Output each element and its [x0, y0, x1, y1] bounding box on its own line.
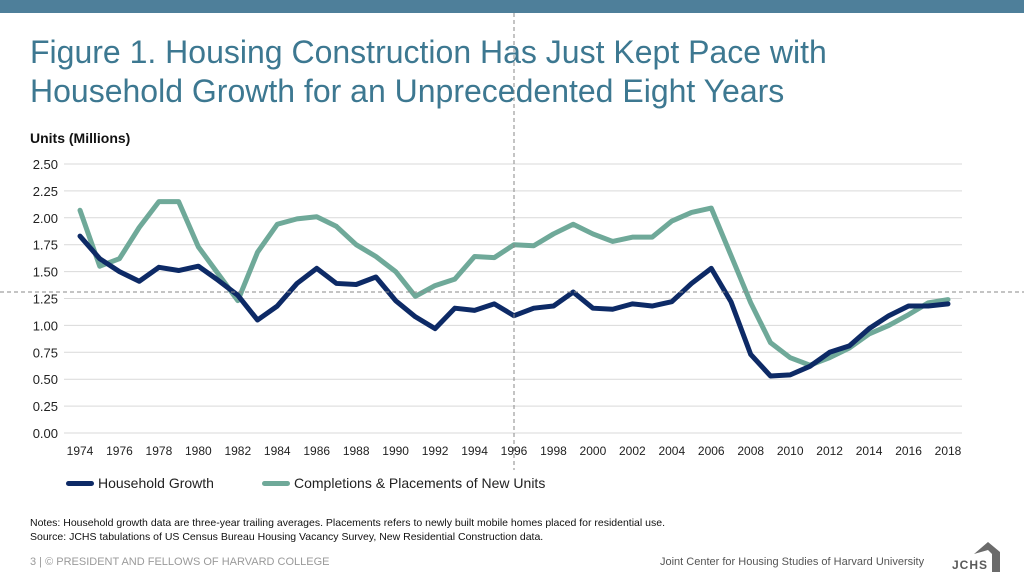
x-tick-label: 2012	[816, 444, 843, 458]
y-tick-label: 1.75	[33, 238, 58, 253]
x-tick-label: 1976	[106, 444, 133, 458]
x-tick-label: 1990	[382, 444, 409, 458]
y-tick-label: 0.25	[33, 399, 58, 414]
x-tick-label: 2018	[935, 444, 962, 458]
x-tick-label: 1992	[422, 444, 449, 458]
y-tick-label: 0.75	[33, 345, 58, 360]
top-accent-bar	[0, 0, 1024, 13]
x-tick-label: 1974	[67, 444, 94, 458]
x-tick-label: 1982	[224, 444, 251, 458]
x-tick-label: 1988	[343, 444, 370, 458]
chart-notes: Notes: Household growth data are three-y…	[30, 516, 665, 544]
footer-copyright: 3 | © PRESIDENT AND FELLOWS OF HARVARD C…	[30, 556, 330, 568]
x-tick-label: 2004	[658, 444, 685, 458]
y-tick-labels: 0.00 0.25 0.50 0.75 1.00 1.25 1.50 1.75 2.00 2.25…	[33, 157, 58, 441]
house-roof-icon	[974, 542, 1000, 572]
x-tick-labels: 1974 1976 1978 1980 1982 1984 1986 1988 1990 1992…	[67, 444, 962, 458]
y-tick-label: 1.25	[33, 292, 58, 307]
y-tick-label: 2.25	[33, 184, 58, 199]
x-tick-label: 1994	[461, 444, 488, 458]
footer-organization: Joint Center for Housing Studies of Harv…	[660, 556, 925, 568]
x-tick-label: 2014	[856, 444, 883, 458]
logo-text: JCHS	[952, 558, 989, 572]
line-chart: Units (Millions) 0.00 0.25 0.50 0.75 1.00 1.2…	[0, 13, 1024, 470]
legend-item-completions: Completions & Placements of New Units	[262, 475, 545, 491]
x-tick-label: 2016	[895, 444, 922, 458]
y-tick-label: 0.50	[33, 372, 58, 387]
figure-title: Figure 1. Housing Construction Has Just …	[30, 33, 990, 111]
jchs-logo: JCHS	[952, 540, 1002, 572]
notes-line: Notes: Household growth data are three-y…	[30, 517, 665, 529]
legend-swatch-completions	[262, 480, 290, 486]
figure-title-line-2: Household Growth for an Unprecedented Ei…	[30, 73, 785, 109]
y-axis-title: Units (Millions)	[30, 130, 130, 146]
series-line-household-growth	[77, 233, 951, 379]
x-tick-label: 1986	[303, 444, 330, 458]
x-tick-label: 2006	[698, 444, 725, 458]
x-tick-label: 2010	[777, 444, 804, 458]
legend-label-completions: Completions & Placements of New Units	[294, 475, 546, 491]
y-tick-label: 1.50	[33, 265, 58, 280]
x-tick-label: 1998	[540, 444, 567, 458]
legend-swatch-household-growth	[66, 480, 94, 486]
figure-title-line-1: Figure 1. Housing Construction Has Just …	[30, 34, 827, 70]
legend-label-household-growth: Household Growth	[98, 475, 214, 491]
x-tick-label: 2002	[619, 444, 646, 458]
x-tick-label: 2008	[737, 444, 764, 458]
y-tick-label: 0.00	[33, 426, 58, 441]
x-tick-label: 1980	[185, 444, 212, 458]
y-tick-label: 2.00	[33, 211, 58, 226]
y-tick-label: 1.00	[33, 318, 58, 333]
x-tick-label: 1984	[264, 444, 291, 458]
source-line: Source: JCHS tabulations of US Census Bu…	[30, 531, 544, 543]
gridlines	[64, 163, 962, 434]
legend-item-household-growth: Household Growth	[66, 475, 214, 491]
x-tick-label: 1978	[146, 444, 173, 458]
y-tick-label: 2.50	[33, 157, 58, 172]
x-tick-label: 2000	[580, 444, 607, 458]
